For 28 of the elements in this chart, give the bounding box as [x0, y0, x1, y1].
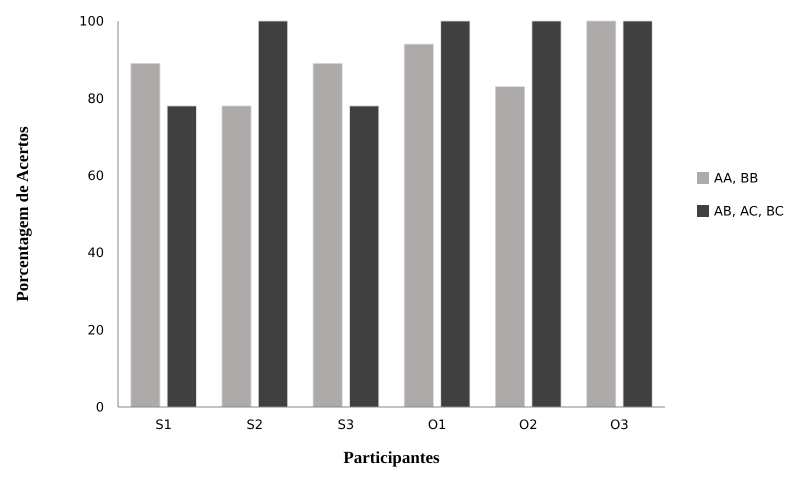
bar [312, 63, 343, 408]
x-axis-title: Participantes [343, 448, 440, 467]
bar [440, 20, 470, 408]
y-tick-label: 60 [87, 168, 104, 184]
y-tick-label: 20 [87, 323, 104, 338]
bar [622, 20, 653, 408]
y-tick-label: 80 [87, 92, 104, 107]
bar [349, 106, 380, 408]
x-tick-label: O2 [518, 418, 538, 433]
x-tick-label: S3 [338, 418, 354, 433]
bar [531, 20, 562, 408]
bar [586, 20, 616, 408]
legend-label: AA, BB [714, 172, 758, 187]
y-tick-label: 40 [87, 246, 104, 262]
x-tick-label: S2 [246, 418, 264, 433]
x-tick-label: S1 [155, 418, 172, 433]
x-tick-label: O3 [610, 418, 629, 433]
legend-label: AB, AC, BC [714, 204, 784, 220]
bar [166, 106, 197, 408]
bar [404, 44, 434, 408]
y-tick-label: 100 [79, 14, 104, 30]
y-tick-label: 0 [96, 400, 104, 416]
bar [495, 86, 526, 408]
bar [258, 20, 288, 408]
bar [222, 106, 252, 408]
x-tick-label: O1 [428, 418, 446, 433]
bar [130, 63, 160, 408]
y-axis-title: Porcentagem de Acertos [13, 126, 32, 302]
